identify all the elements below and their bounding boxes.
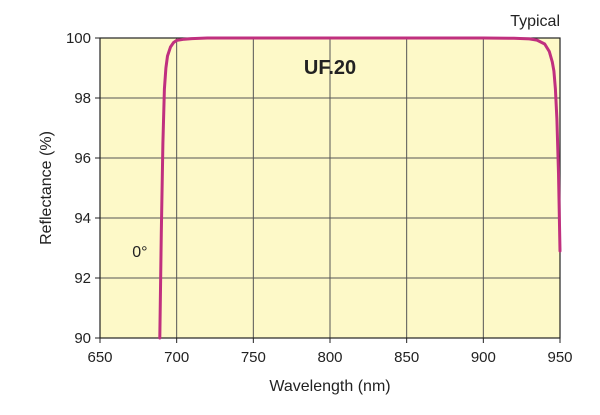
x-tick-label: 800 (317, 349, 342, 366)
y-tick-label: 90 (74, 330, 91, 347)
series-line (158, 36, 562, 340)
y-tick-label: 100 (66, 30, 91, 47)
y-tick-label: 92 (74, 270, 91, 287)
x-tick-label: 950 (547, 349, 572, 366)
corner-note: Typical (510, 13, 560, 30)
gridlines (100, 38, 560, 338)
x-tick-label: 700 (164, 349, 189, 366)
x-tick-label: 750 (241, 349, 266, 366)
series-annotation: 0° (132, 244, 147, 261)
y-tick-label: 94 (74, 210, 91, 227)
chart-title: UF.20 (304, 57, 356, 79)
x-axis-title: Wavelength (nm) (269, 378, 390, 395)
annotations: 0° (132, 244, 147, 261)
x-tick-label: 650 (87, 349, 112, 366)
x-tick-label: 900 (471, 349, 496, 366)
x-axis-ticks: 650 700 750 800 850 900 950 (87, 338, 573, 366)
y-tick-label: 96 (74, 150, 91, 167)
y-axis-title: Reflectance (%) (38, 131, 55, 245)
series-layer (158, 36, 562, 340)
x-tick-label: 850 (394, 349, 419, 366)
y-axis-ticks: 90 92 94 96 98 100 (66, 30, 100, 347)
y-tick-label: 98 (74, 90, 91, 107)
